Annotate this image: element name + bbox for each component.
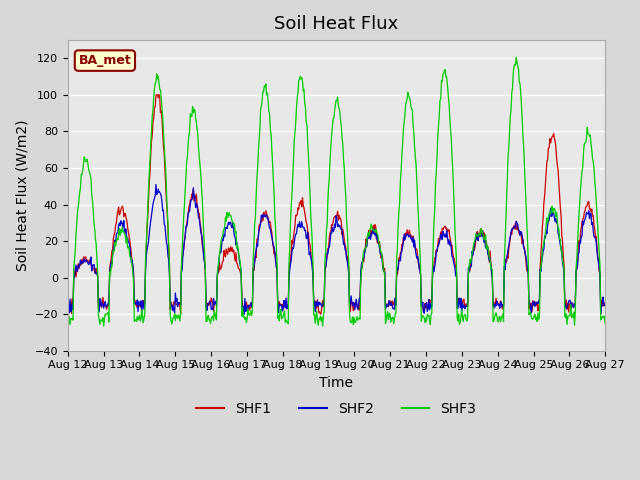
SHF2 <box>241 312 248 317</box>
SHF2 <box>152 181 160 187</box>
SHF2 <box>184 210 192 216</box>
SHF1 <box>64 296 72 302</box>
SHF3 <box>100 323 108 329</box>
SHF1 <box>129 262 137 268</box>
SHF2 <box>64 304 72 310</box>
SHF1 <box>153 92 161 97</box>
SHF1 <box>74 266 81 272</box>
SHF2 <box>419 300 427 305</box>
SHF1 <box>212 299 220 304</box>
Y-axis label: Soil Heat Flux (W/m2): Soil Heat Flux (W/m2) <box>15 120 29 271</box>
SHF2 <box>602 302 609 308</box>
SHF1 <box>419 304 427 310</box>
SHF2 <box>129 262 137 268</box>
SHF3 <box>602 320 609 326</box>
SHF2 <box>74 268 81 274</box>
SHF1 <box>317 312 324 317</box>
SHF2 <box>403 231 411 237</box>
Text: BA_met: BA_met <box>79 54 131 67</box>
SHF3 <box>184 141 192 147</box>
SHF3 <box>74 209 81 215</box>
SHF1 <box>184 212 192 218</box>
Title: Soil Heat Flux: Soil Heat Flux <box>275 15 399 33</box>
SHF1 <box>602 303 609 309</box>
SHF3 <box>403 98 410 104</box>
SHF3 <box>513 55 520 60</box>
Legend: SHF1, SHF2, SHF3: SHF1, SHF2, SHF3 <box>191 396 482 421</box>
SHF2 <box>212 303 220 309</box>
Line: SHF1: SHF1 <box>68 95 605 314</box>
Line: SHF2: SHF2 <box>68 184 605 314</box>
SHF3 <box>130 279 138 285</box>
SHF3 <box>418 314 426 320</box>
SHF3 <box>64 309 72 314</box>
X-axis label: Time: Time <box>319 376 353 390</box>
Line: SHF3: SHF3 <box>68 58 605 326</box>
SHF3 <box>212 317 220 323</box>
SHF1 <box>403 227 411 233</box>
